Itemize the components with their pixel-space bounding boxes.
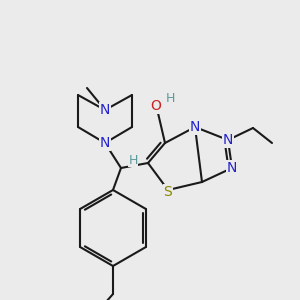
Text: N: N (100, 103, 110, 117)
Text: O: O (151, 99, 161, 113)
Text: N: N (227, 161, 237, 175)
Text: S: S (164, 185, 172, 199)
Text: N: N (100, 136, 110, 150)
Text: N: N (223, 133, 233, 147)
Text: H: H (128, 154, 138, 166)
Text: N: N (190, 120, 200, 134)
Text: H: H (165, 92, 175, 106)
